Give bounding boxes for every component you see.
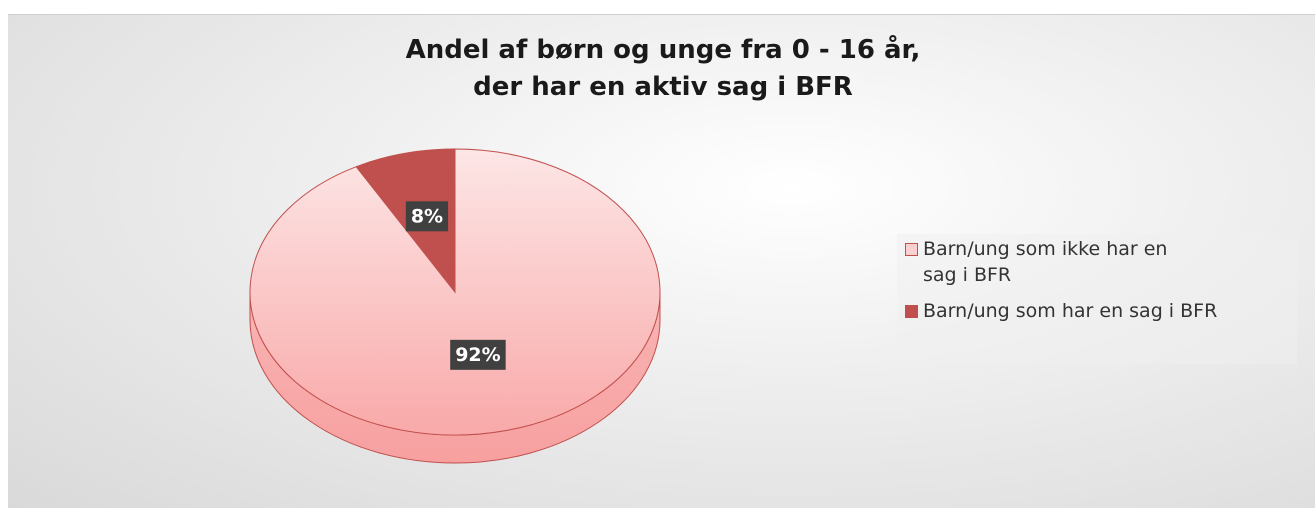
- data-label-box: [405, 201, 449, 232]
- chart-title: der har en aktiv sag i BFR: [473, 72, 853, 102]
- legend-entry: Barn/ung som ikke har en sag i BFR: [897, 236, 1297, 288]
- data-label: 8%: [411, 205, 443, 227]
- legend-swatch: [905, 305, 918, 318]
- legend-entry: Barn/ung som har en sag i BFR: [897, 298, 1297, 324]
- legend-label: Barn/ung som ikke har en sag i BFR: [923, 238, 1168, 286]
- legend: Barn/ung som ikke har en sag i BFR Barn/u…: [897, 234, 1297, 364]
- pie-slice: [355, 148, 456, 294]
- legend-swatch: [905, 243, 918, 256]
- data-label-box: [450, 339, 506, 370]
- chart-title: Andel af børn og unge fra 0 - 16 år,: [406, 33, 921, 65]
- data-label: 92%: [455, 344, 500, 366]
- legend-label: Barn/ung som har en sag i BFR: [923, 300, 1218, 322]
